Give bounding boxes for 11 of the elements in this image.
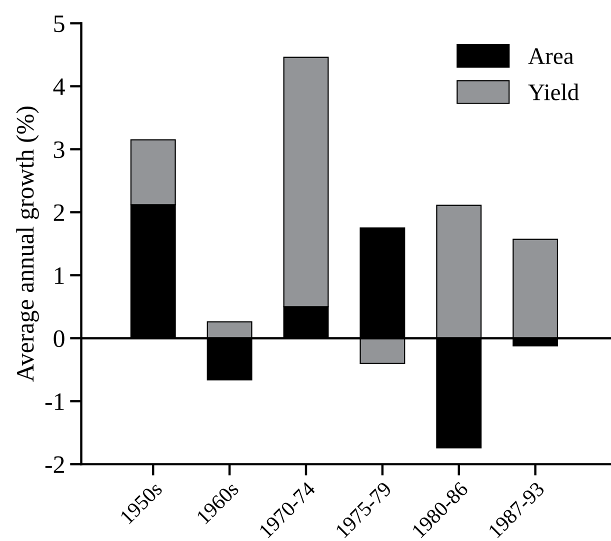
y-tick-label: 5 bbox=[54, 16, 64, 32]
y-tick-label: 3 bbox=[54, 141, 64, 158]
y-tick-label: 4 bbox=[53, 78, 65, 95]
legend-label: Area bbox=[528, 48, 574, 64]
y-tick-label: 0 bbox=[54, 330, 64, 348]
legend-label: Yield bbox=[528, 84, 579, 100]
y-tick-label: -2 bbox=[45, 456, 64, 473]
y-axis-title: Average annual growth (%) bbox=[16, 106, 39, 382]
y-tick-label: -1 bbox=[45, 393, 64, 410]
y-tick-label: 2 bbox=[54, 204, 64, 221]
y-tick-label: 1 bbox=[54, 267, 64, 284]
